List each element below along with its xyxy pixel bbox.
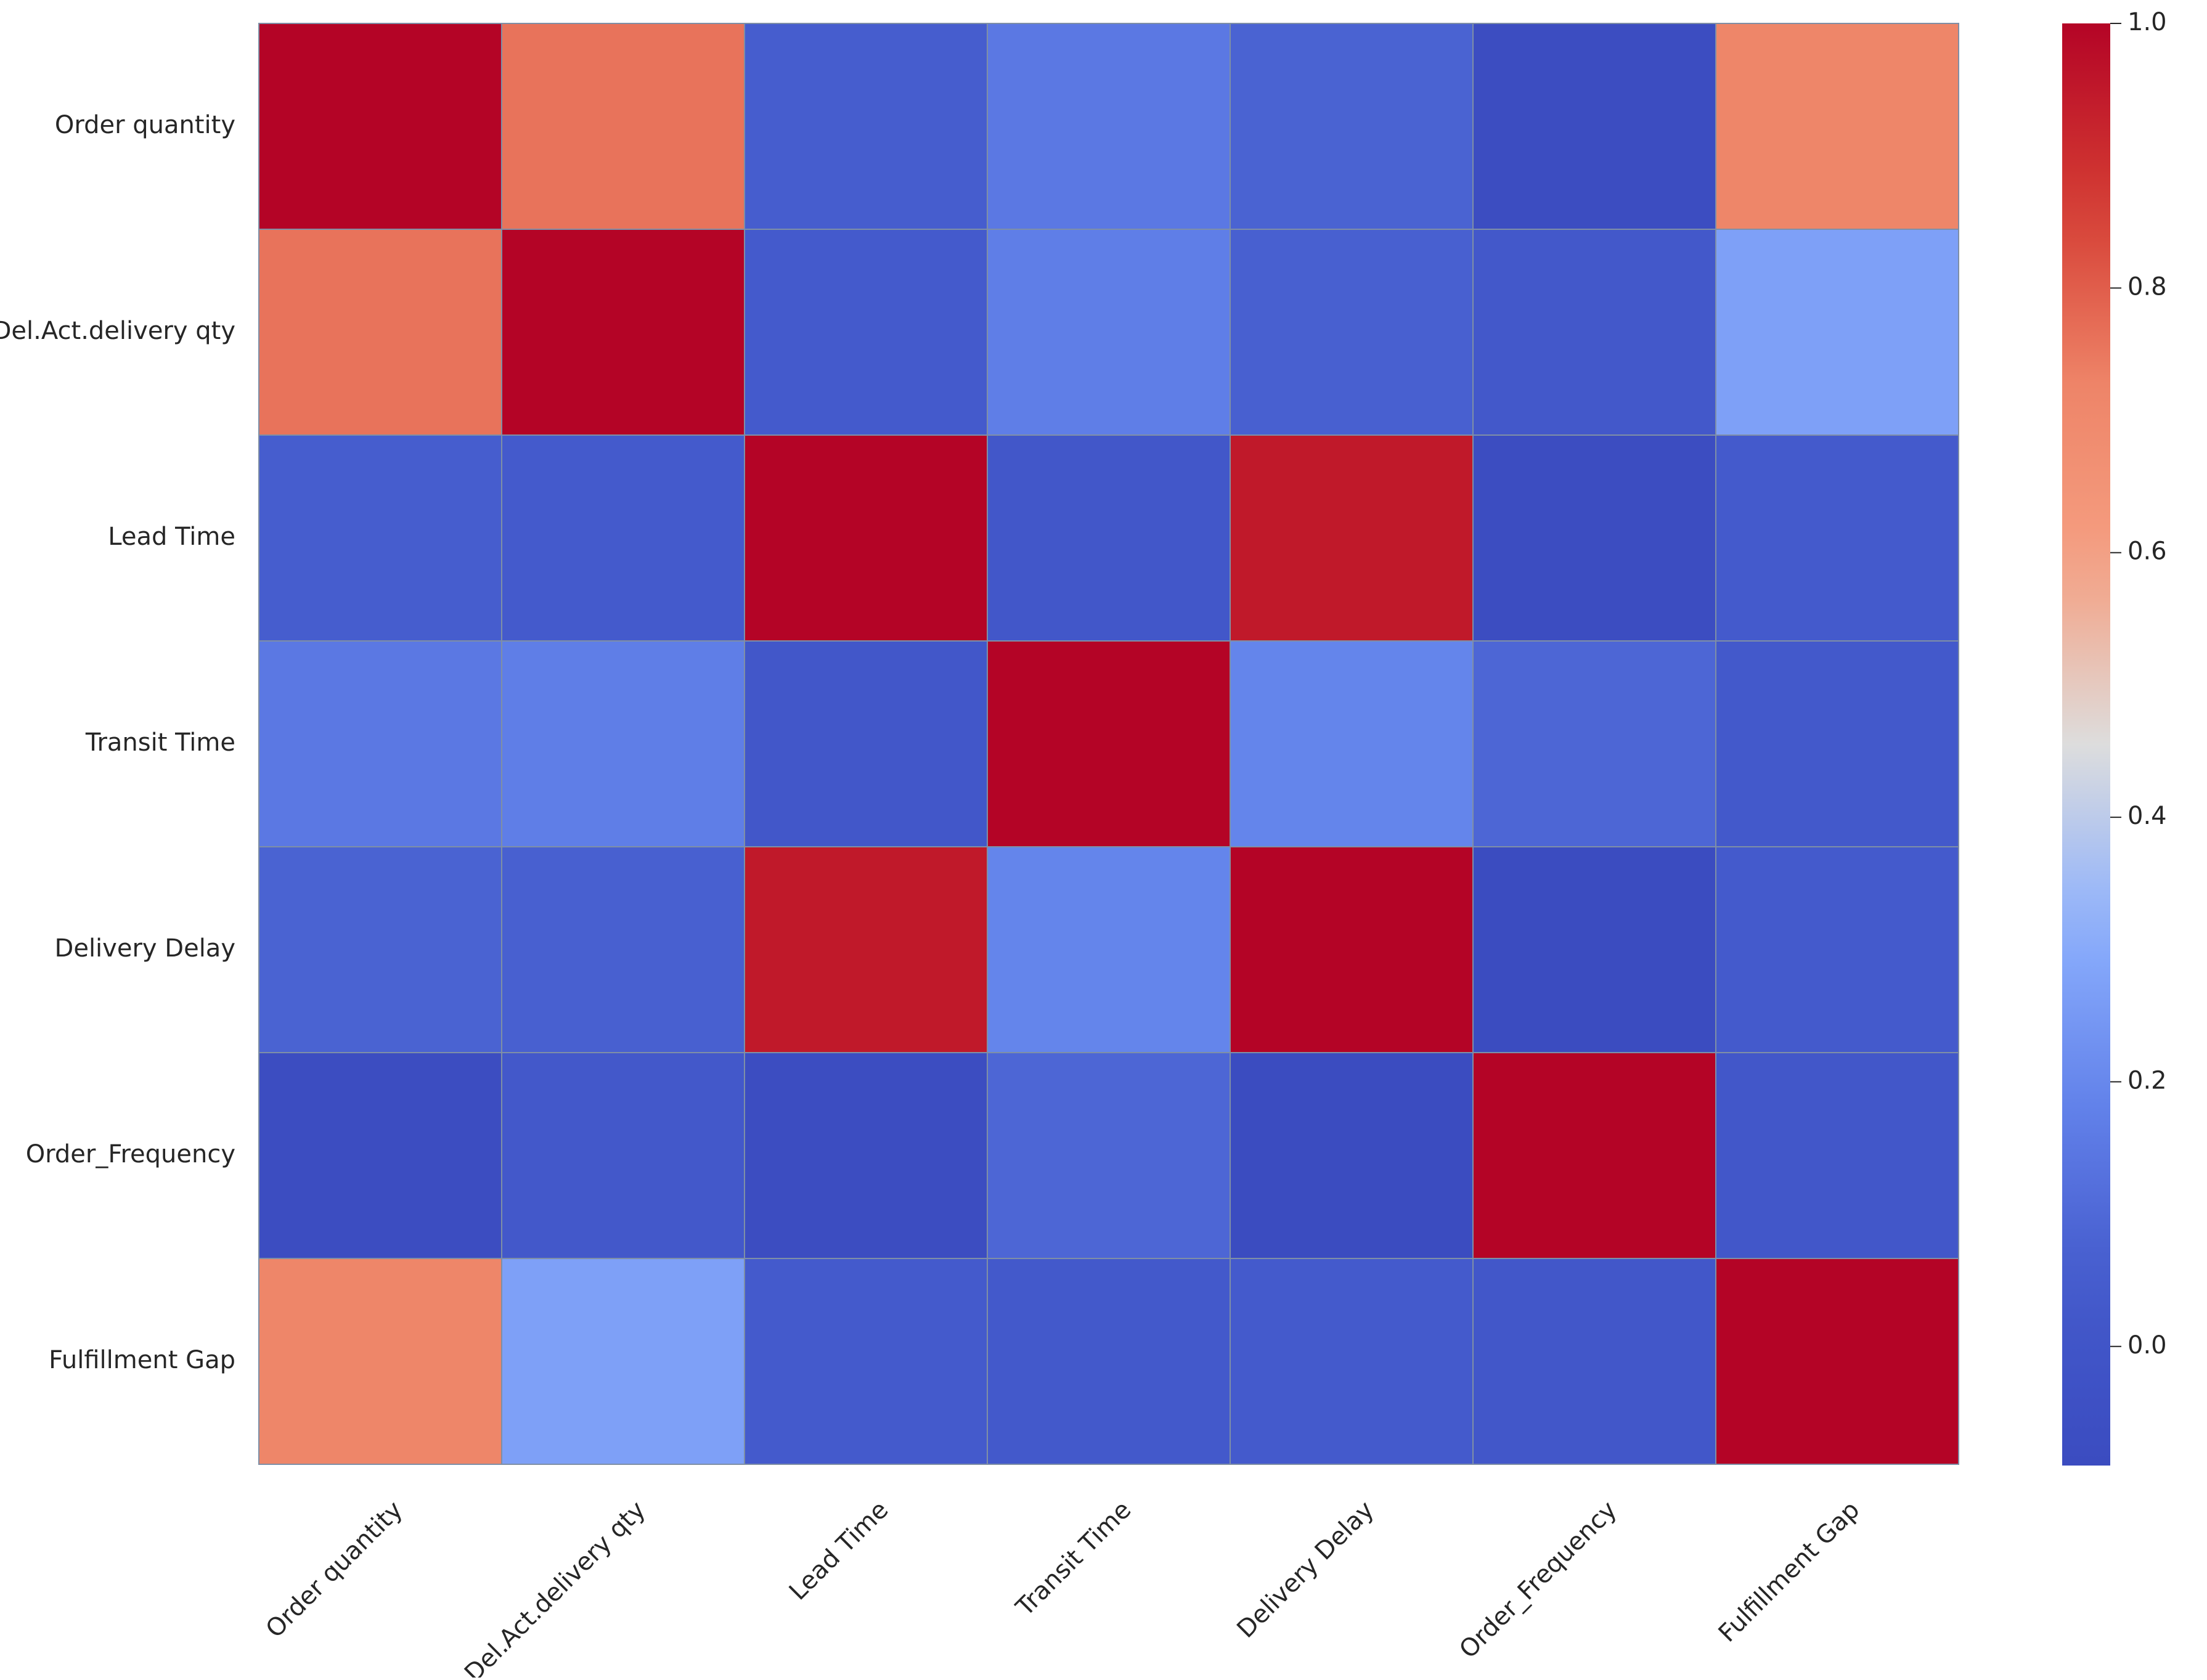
- heatmap-cell: [1472, 1052, 1716, 1259]
- heatmap-cell: [1715, 846, 1959, 1053]
- row-labels: Order quantity Del.Act.delivery qty Lead T…: [0, 111, 235, 1374]
- colorbar-tick-label: 0.0: [2127, 1331, 2167, 1360]
- heatmap-cell: [744, 1052, 988, 1259]
- colorbar: 0.0 0.2 0.4 0.6 0.8 1.0: [2062, 8, 2167, 1466]
- heatmap-cell: [1715, 229, 1959, 436]
- heatmap-cell: [987, 434, 1231, 642]
- heatmap-cell: [501, 846, 745, 1053]
- heatmap-cell: [744, 1258, 988, 1465]
- heatmap-cell: [501, 434, 745, 642]
- heatmap-cell: [1715, 1052, 1959, 1259]
- heatmap-cell: [987, 1052, 1231, 1259]
- heatmap-cell: [1472, 1258, 1716, 1465]
- column-label: Transit Time: [1010, 1496, 1136, 1622]
- heatmap-cell: [501, 640, 745, 847]
- row-label: Lead Time: [108, 523, 235, 551]
- heatmap-cell: [1472, 434, 1716, 642]
- heatmap-cell: [1715, 1258, 1959, 1465]
- heatmap-cell: [258, 640, 502, 847]
- heatmap-cell: [1230, 640, 1474, 847]
- heatmap-cell: [501, 23, 745, 230]
- heatmap-cell: [744, 23, 988, 230]
- heatmap-cell: [1230, 23, 1474, 230]
- heatmap-cell: [1472, 846, 1716, 1053]
- colorbar-tick-label: 1.0: [2127, 8, 2167, 36]
- heatmap-cell: [501, 1052, 745, 1259]
- row-label: Transit Time: [85, 728, 235, 757]
- heatmap-cell: [987, 640, 1231, 847]
- heatmap-cell: [987, 846, 1231, 1053]
- heatmap-cell: [1230, 434, 1474, 642]
- heatmap-cell: [1230, 1052, 1474, 1259]
- heatmap-cells: [258, 23, 1959, 1465]
- heatmap-cell: [501, 229, 745, 436]
- row-label: Order_Frequency: [26, 1140, 235, 1168]
- heatmap-cell: [258, 1258, 502, 1465]
- heatmap-cell: [1230, 1258, 1474, 1465]
- column-label: Del.Act.delivery qty: [459, 1496, 651, 1678]
- heatmap-cell: [1715, 23, 1959, 230]
- heatmap-cell: [1715, 640, 1959, 847]
- colorbar-tick-label: 0.8: [2127, 272, 2167, 301]
- column-labels: Order quantity Del.Act.delivery qty Lead T…: [261, 1496, 1866, 1680]
- column-label: Lead Time: [784, 1496, 894, 1606]
- colorbar-gradient: [2062, 23, 2110, 1466]
- colorbar-tick-label: 0.4: [2127, 802, 2167, 830]
- column-label: Fulfillment Gap: [1713, 1496, 1866, 1648]
- row-label: Fulfillment Gap: [49, 1346, 235, 1374]
- heatmap-cell: [258, 229, 502, 436]
- row-label: Delivery Delay: [55, 934, 235, 963]
- heatmap-cell: [1230, 229, 1474, 436]
- heatmap-cell: [987, 1258, 1231, 1465]
- heatmap-cell: [1715, 434, 1959, 642]
- heatmap-cell: [744, 846, 988, 1053]
- heatmap-cell: [744, 434, 988, 642]
- row-label: Order quantity: [55, 111, 235, 139]
- column-label: Delivery Delay: [1231, 1496, 1379, 1644]
- heatmap-cell: [744, 229, 988, 436]
- heatmap-cell: [258, 434, 502, 642]
- heatmap-cell: [744, 640, 988, 847]
- heatmap-cell: [987, 23, 1231, 230]
- heatmap-cell: [1472, 23, 1716, 230]
- column-label: Order_Frequency: [1454, 1496, 1622, 1664]
- colorbar-tick-label: 0.2: [2127, 1066, 2167, 1095]
- heatmap-cell: [258, 1052, 502, 1259]
- heatmap-cell: [258, 846, 502, 1053]
- heatmap-cell: [1472, 640, 1716, 847]
- row-label: Del.Act.delivery qty: [0, 317, 235, 345]
- heatmap-cell: [1472, 229, 1716, 436]
- heatmap-cell: [1230, 846, 1474, 1053]
- heatmap-cell: [501, 1258, 745, 1465]
- heatmap-cell: [258, 23, 502, 230]
- colorbar-tick-label: 0.6: [2127, 537, 2167, 566]
- heatmap-cell: [987, 229, 1231, 436]
- column-label: Order quantity: [261, 1496, 409, 1644]
